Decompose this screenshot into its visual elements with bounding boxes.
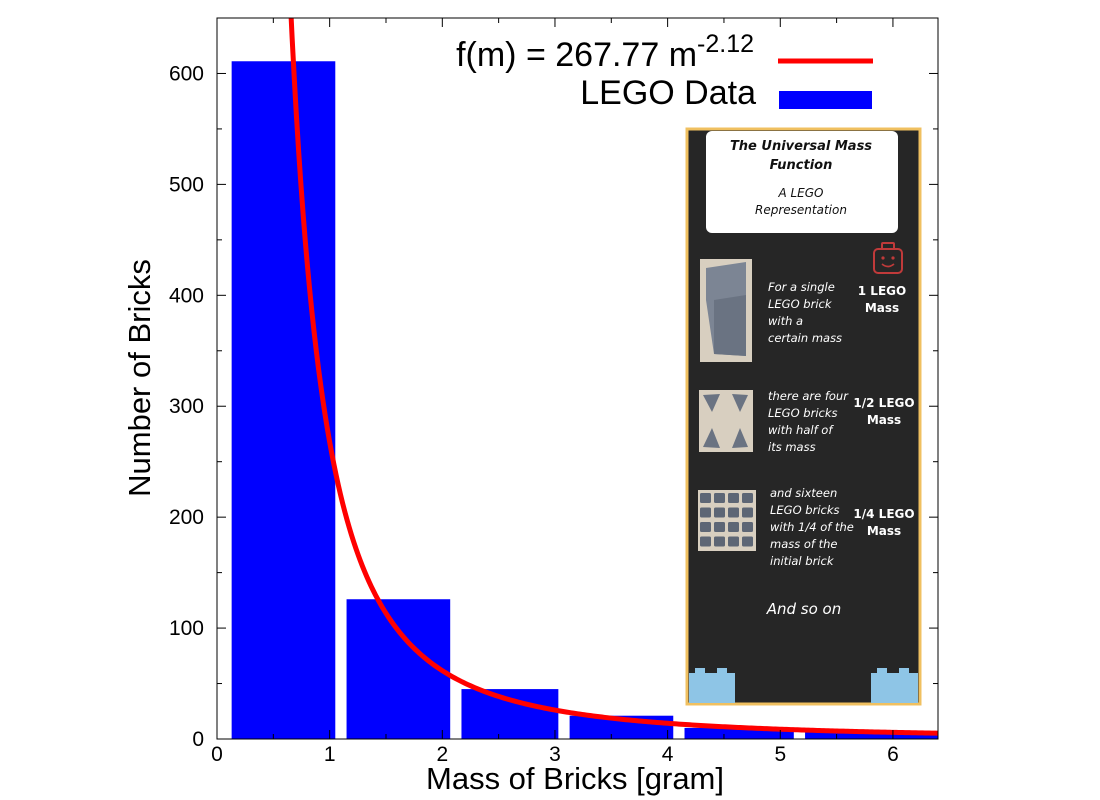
bars-layer [231,61,938,739]
row3-mass-label-line1: 1/4 LEGO [853,507,914,521]
svg-text:and sixteen: and sixteen [770,486,837,500]
blue-brick-left [689,668,735,703]
bar-1 [231,61,336,739]
infographic-title-line1: The Universal Mass [730,139,872,154]
svg-text:its mass: its mass [768,440,816,454]
small-brick [742,507,753,518]
row1-mass-label-line2: Mass [865,301,899,315]
y-tick-label: 400 [169,284,204,307]
four-bricks-photo [699,390,753,452]
svg-text:initial brick: initial brick [770,554,835,568]
x-axis-title: Mass of Bricks [gram] [426,761,724,796]
bar-6 [805,732,938,739]
small-brick [714,493,725,503]
x-tick-label: 4 [662,743,674,766]
small-brick [700,522,711,532]
y-tick-label: 300 [169,395,204,418]
infographic-title-line2: Function [770,158,833,173]
svg-text:with half of: with half of [768,423,834,437]
y-tick-label: 0 [192,728,204,751]
svg-text:there are four: there are four [768,389,849,403]
legend-data-swatch [779,91,872,109]
small-brick [700,536,711,547]
row3-mass-label-line2: Mass [867,524,901,538]
small-brick [728,536,739,547]
small-brick [714,536,725,547]
small-brick [742,522,753,532]
svg-text:For a single: For a single [768,280,835,294]
y-axis-title: Number of Bricks [122,259,157,497]
fit-curve [288,18,938,736]
y-tick-label: 200 [169,506,204,529]
x-tick-label: 0 [211,743,223,766]
infographic-subtitle-line1: A LEGO [777,186,823,200]
small-brick [714,507,725,518]
x-axis: 0 1 2 3 4 5 6 [211,18,899,766]
y-tick-label: 600 [169,62,204,85]
small-brick [714,522,725,532]
sixteen-bricks-photo [698,490,756,551]
small-brick [728,507,739,518]
row2-mass-label-line2: Mass [867,413,901,427]
lego-infographic: The Universal Mass Function A LEGO Repre… [685,127,922,706]
svg-text:certain mass: certain mass [768,331,842,345]
small-brick [728,522,739,532]
row3-description: and sixteen LEGO bricks with 1/4 of the … [770,486,854,568]
single-brick-photo [700,259,752,362]
infographic-ending-text: And so on [766,600,842,618]
small-brick [728,493,739,503]
infographic-title-card [706,131,898,233]
small-brick [742,493,753,503]
row1-mass-label-line1: 1 LEGO [858,284,906,298]
y-tick-label: 500 [169,173,204,196]
x-tick-label: 5 [774,743,786,766]
y-tick-label: 100 [169,617,204,640]
infographic-subtitle-line2: Representation [755,203,847,217]
y-axis: 0 100 200 300 400 500 600 [169,62,938,751]
x-tick-label: 1 [324,743,336,766]
bar-2 [346,599,451,739]
small-brick [742,536,753,547]
x-tick-label: 2 [436,743,448,766]
blue-brick-right [871,668,918,703]
x-tick-label: 6 [887,743,899,766]
legend: f(m) = 267.77 m-2.12 LEGO Data [456,30,873,112]
svg-text:LEGO bricks: LEGO bricks [768,406,838,420]
bar-3 [461,689,559,739]
row1-description: For a single LEGO brick with a certain m… [768,280,842,345]
svg-text:with a: with a [768,314,803,328]
svg-text:with 1/4 of the: with 1/4 of the [770,520,854,534]
x-tick-label: 3 [549,743,561,766]
plot-frame [216,17,939,740]
svg-text:LEGO brick: LEGO brick [768,297,833,311]
small-brick [700,493,711,503]
lego-head-icon [873,242,903,274]
small-brick [700,507,711,518]
svg-text:mass of the: mass of the [770,537,838,551]
row2-mass-label-line1: 1/2 LEGO [853,396,914,410]
legend-fit-label: f(m) = 267.77 m-2.12 [456,30,754,74]
row2-description: there are four LEGO bricks with half of … [768,389,849,454]
bar-5 [684,727,794,739]
legend-data-label: LEGO Data [580,74,756,112]
svg-text:LEGO bricks: LEGO bricks [770,503,840,517]
